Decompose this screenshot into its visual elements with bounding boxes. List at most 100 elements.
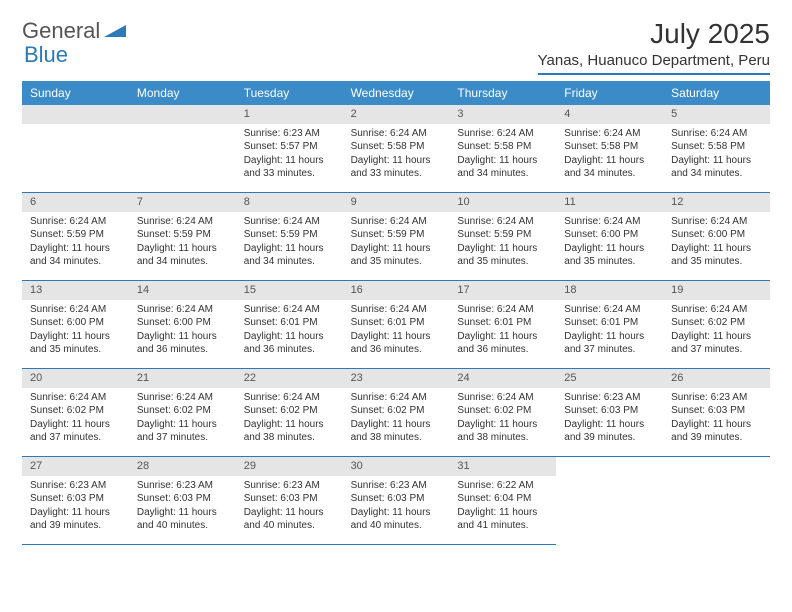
calendar-cell: 14Sunrise: 6:24 AMSunset: 6:00 PMDayligh… xyxy=(129,281,236,369)
sunrise-text: Sunrise: 6:23 AM xyxy=(244,127,335,141)
sunrise-text: Sunrise: 6:23 AM xyxy=(30,479,121,493)
sunrise-text: Sunrise: 6:24 AM xyxy=(457,215,548,229)
sunrise-text: Sunrise: 6:24 AM xyxy=(564,215,655,229)
calendar-cell: 3Sunrise: 6:24 AMSunset: 5:58 PMDaylight… xyxy=(449,105,556,193)
weekday-header: Friday xyxy=(556,81,663,105)
sunrise-text: Sunrise: 6:24 AM xyxy=(244,215,335,229)
daylight-text: Daylight: 11 hours and 41 minutes. xyxy=(457,506,548,533)
sunrise-text: Sunrise: 6:24 AM xyxy=(457,303,548,317)
sunset-text: Sunset: 5:58 PM xyxy=(564,140,655,154)
sunrise-text: Sunrise: 6:24 AM xyxy=(30,215,121,229)
sunset-text: Sunset: 6:02 PM xyxy=(671,316,762,330)
day-details: Sunrise: 6:22 AMSunset: 6:04 PMDaylight:… xyxy=(449,476,556,539)
sunset-text: Sunset: 6:00 PM xyxy=(30,316,121,330)
daylight-text: Daylight: 11 hours and 34 minutes. xyxy=(564,154,655,181)
calendar-cell: 27Sunrise: 6:23 AMSunset: 6:03 PMDayligh… xyxy=(22,457,129,545)
day-number: 18 xyxy=(556,281,663,300)
sunrise-text: Sunrise: 6:24 AM xyxy=(137,215,228,229)
daylight-text: Daylight: 11 hours and 34 minutes. xyxy=(244,242,335,269)
daylight-text: Daylight: 11 hours and 40 minutes. xyxy=(351,506,442,533)
day-number: 17 xyxy=(449,281,556,300)
day-number: 9 xyxy=(343,193,450,212)
daylight-text: Daylight: 11 hours and 36 minutes. xyxy=(457,330,548,357)
sunset-text: Sunset: 6:02 PM xyxy=(30,404,121,418)
sunset-text: Sunset: 5:58 PM xyxy=(351,140,442,154)
sunset-text: Sunset: 5:59 PM xyxy=(30,228,121,242)
day-details: Sunrise: 6:24 AMSunset: 5:59 PMDaylight:… xyxy=(22,212,129,275)
daylight-text: Daylight: 11 hours and 33 minutes. xyxy=(351,154,442,181)
day-details: Sunrise: 6:23 AMSunset: 6:03 PMDaylight:… xyxy=(663,388,770,451)
weekday-header: Tuesday xyxy=(236,81,343,105)
daylight-text: Daylight: 11 hours and 37 minutes. xyxy=(30,418,121,445)
daylight-text: Daylight: 11 hours and 38 minutes. xyxy=(457,418,548,445)
sunset-text: Sunset: 6:01 PM xyxy=(457,316,548,330)
calendar-header-row: SundayMondayTuesdayWednesdayThursdayFrid… xyxy=(22,81,770,105)
calendar-cell: 23 Sunrise: 6:24 AMSunset: 6:02 PMDayligh… xyxy=(343,369,450,457)
day-number: 25 xyxy=(556,369,663,388)
sunrise-text: Sunrise: 6:24 AM xyxy=(351,127,442,141)
day-details: Sunrise: 6:24 AMSunset: 5:59 PMDaylight:… xyxy=(129,212,236,275)
day-number: 31 xyxy=(449,457,556,476)
calendar-cell: 30Sunrise: 6:23 AMSunset: 6:03 PMDayligh… xyxy=(343,457,450,545)
day-details: Sunrise: 6:24 AMSunset: 5:59 PMDaylight:… xyxy=(343,212,450,275)
day-details: Sunrise: 6:24 AMSunset: 5:59 PMDaylight:… xyxy=(449,212,556,275)
sunset-text: Sunset: 6:02 PM xyxy=(351,404,442,418)
sunrise-text: Sunrise: 6:24 AM xyxy=(457,391,548,405)
day-details: Sunrise: 6:24 AMSunset: 6:01 PMDaylight:… xyxy=(343,300,450,363)
sunset-text: Sunset: 6:03 PM xyxy=(30,492,121,506)
day-details: Sunrise: 6:24 AMSunset: 5:58 PMDaylight:… xyxy=(343,124,450,187)
day-number: 4 xyxy=(556,105,663,124)
location-text: Yanas, Huanuco Department, Peru xyxy=(538,52,770,75)
day-details: Sunrise: 6:23 AMSunset: 6:03 PMDaylight:… xyxy=(129,476,236,539)
day-number: 7 xyxy=(129,193,236,212)
day-number: 16 xyxy=(343,281,450,300)
sunset-text: Sunset: 6:03 PM xyxy=(244,492,335,506)
brand-text-1: General xyxy=(22,18,100,44)
sunrise-text: Sunrise: 6:24 AM xyxy=(351,391,442,405)
sunset-text: Sunset: 6:02 PM xyxy=(457,404,548,418)
sunrise-text: Sunrise: 6:24 AM xyxy=(244,303,335,317)
day-number: 23 xyxy=(343,369,450,388)
daylight-text: Daylight: 11 hours and 37 minutes. xyxy=(137,418,228,445)
day-number: 14 xyxy=(129,281,236,300)
daylight-text: Daylight: 11 hours and 38 minutes. xyxy=(351,418,442,445)
day-details: Sunrise: 6:23 AMSunset: 6:03 PMDaylight:… xyxy=(343,476,450,539)
logo-triangle-icon xyxy=(104,21,126,42)
day-number: 8 xyxy=(236,193,343,212)
calendar-cell: 8Sunrise: 6:24 AMSunset: 5:59 PMDaylight… xyxy=(236,193,343,281)
sunset-text: Sunset: 6:04 PM xyxy=(457,492,548,506)
daylight-text: Daylight: 11 hours and 36 minutes. xyxy=(351,330,442,357)
day-number: 1 xyxy=(236,105,343,124)
day-details: Sunrise: 6:24 AMSunset: 6:02 PMDaylight:… xyxy=(22,388,129,451)
sunset-text: Sunset: 6:03 PM xyxy=(137,492,228,506)
sunset-text: Sunset: 5:59 PM xyxy=(351,228,442,242)
sunset-text: Sunset: 6:03 PM xyxy=(351,492,442,506)
day-details: Sunrise: 6:24 AMSunset: 6:01 PMDaylight:… xyxy=(556,300,663,363)
day-number: 28 xyxy=(129,457,236,476)
sunrise-text: Sunrise: 6:24 AM xyxy=(671,303,762,317)
sunset-text: Sunset: 5:59 PM xyxy=(137,228,228,242)
sunset-text: Sunset: 6:01 PM xyxy=(244,316,335,330)
weekday-header: Sunday xyxy=(22,81,129,105)
sunrise-text: Sunrise: 6:24 AM xyxy=(671,127,762,141)
weekday-header: Thursday xyxy=(449,81,556,105)
daylight-text: Daylight: 11 hours and 34 minutes. xyxy=(137,242,228,269)
daylight-text: Daylight: 11 hours and 35 minutes. xyxy=(457,242,548,269)
calendar-cell: 21Sunrise: 6:24 AMSunset: 6:02 PMDayligh… xyxy=(129,369,236,457)
daylight-text: Daylight: 11 hours and 35 minutes. xyxy=(671,242,762,269)
sunrise-text: Sunrise: 6:24 AM xyxy=(244,391,335,405)
day-details: Sunrise: 6:24 AMSunset: 5:59 PMDaylight:… xyxy=(236,212,343,275)
day-number: 30 xyxy=(343,457,450,476)
day-details: Sunrise: 6:24 AMSunset: 6:00 PMDaylight:… xyxy=(22,300,129,363)
calendar-cell: 28Sunrise: 6:23 AMSunset: 6:03 PMDayligh… xyxy=(129,457,236,545)
calendar-cell: 25Sunrise: 6:23 AMSunset: 6:03 PMDayligh… xyxy=(556,369,663,457)
calendar-cell: 20Sunrise: 6:24 AMSunset: 6:02 PMDayligh… xyxy=(22,369,129,457)
page-header: General July 2025 Yanas, Huanuco Departm… xyxy=(22,18,770,75)
day-details: Sunrise: 6:23 AMSunset: 6:03 PMDaylight:… xyxy=(556,388,663,451)
sunrise-text: Sunrise: 6:24 AM xyxy=(137,391,228,405)
daylight-text: Daylight: 11 hours and 40 minutes. xyxy=(137,506,228,533)
day-number: 12 xyxy=(663,193,770,212)
sunrise-text: Sunrise: 6:23 AM xyxy=(137,479,228,493)
calendar-cell: 7Sunrise: 6:24 AMSunset: 5:59 PMDaylight… xyxy=(129,193,236,281)
day-details: Sunrise: 6:23 AMSunset: 6:03 PMDaylight:… xyxy=(236,476,343,539)
